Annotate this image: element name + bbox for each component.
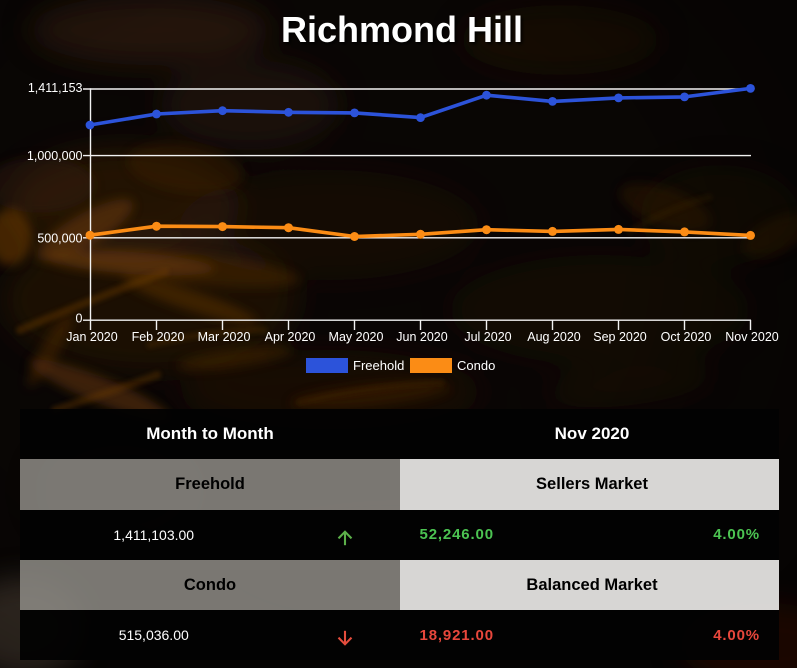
svg-text:Sep 2020: Sep 2020 (593, 330, 647, 344)
svg-text:May 2020: May 2020 (329, 330, 384, 344)
svg-text:Jun 2020: Jun 2020 (396, 330, 447, 344)
svg-text:Aug 2020: Aug 2020 (527, 330, 581, 344)
svg-text:500,000: 500,000 (37, 231, 82, 245)
svg-text:1,411,153: 1,411,153 (28, 81, 83, 95)
svg-text:Feb 2020: Feb 2020 (132, 330, 185, 344)
svg-text:Oct 2020: Oct 2020 (661, 330, 712, 344)
svg-text:0: 0 (76, 312, 83, 326)
svg-text:Jul 2020: Jul 2020 (464, 330, 511, 344)
svg-text:Mar 2020: Mar 2020 (198, 330, 251, 344)
svg-text:1,000,000: 1,000,000 (27, 149, 83, 163)
svg-text:Apr 2020: Apr 2020 (265, 330, 316, 344)
svg-text:Jan 2020: Jan 2020 (66, 330, 117, 344)
svg-text:Nov 2020: Nov 2020 (725, 330, 779, 344)
